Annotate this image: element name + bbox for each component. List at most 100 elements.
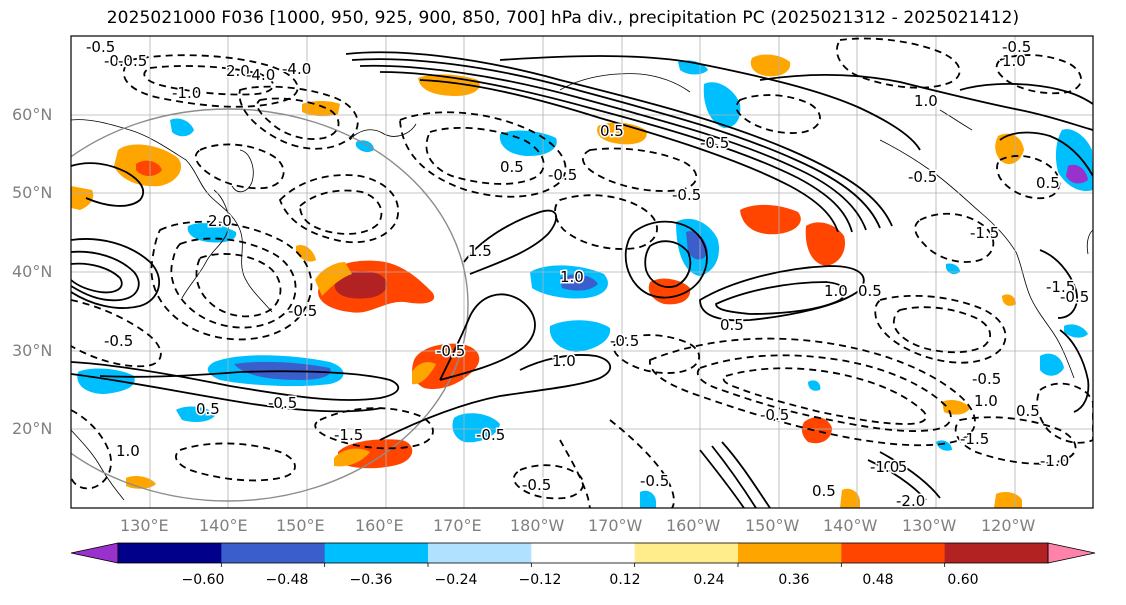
colorbar — [70, 542, 1096, 567]
contour-line — [696, 354, 952, 432]
precip-patch — [1002, 294, 1016, 306]
colorbar-segment — [221, 543, 326, 563]
contour-value-label: 1.0 — [974, 392, 998, 410]
contour-line — [499, 55, 921, 151]
lon-label-180w: 180°W — [510, 516, 565, 535]
colorbar-tick-label: 0.60 — [947, 572, 979, 588]
contour-line — [711, 445, 757, 508]
contour-line — [649, 337, 976, 447]
colorbar-frame — [117, 542, 1049, 564]
contour-value-label: 1.0 — [552, 352, 576, 370]
contour-value-label: -0.5 — [972, 370, 1001, 388]
lon-label-130w: 130°W — [902, 516, 957, 535]
precip-patch — [549, 320, 611, 352]
contour-line — [722, 367, 927, 425]
contour-line — [612, 334, 701, 374]
reference-circle — [71, 108, 469, 502]
contour-line — [150, 220, 313, 341]
contour-value-label: 0.5 — [500, 158, 524, 176]
lon-label-130e: 130°E — [120, 516, 169, 535]
precip-patch — [946, 263, 960, 275]
contour-line — [1039, 249, 1078, 319]
precip-patch — [315, 262, 352, 296]
contour-line — [759, 74, 1093, 131]
contour-line — [379, 71, 853, 233]
contour-value-label: -1.0 — [172, 84, 201, 102]
contour-value-label: 1.0 — [116, 442, 140, 460]
contour-line — [71, 262, 123, 294]
contour-line — [71, 299, 162, 368]
contour-line — [1036, 382, 1093, 444]
precip-patch — [412, 343, 480, 390]
contour-value-label: -0.5 — [1060, 288, 1089, 306]
precip-patch — [77, 368, 135, 394]
precip-patch — [936, 440, 952, 451]
contour-value-label: -0.5 — [436, 342, 465, 360]
contour-value-label: -0.5 — [522, 476, 551, 494]
precip-patch — [334, 448, 370, 467]
precip-patch — [750, 54, 791, 77]
lat-label-40n: 40°N — [12, 262, 53, 281]
contour-value-label: 0.5 — [1036, 174, 1060, 192]
lon-label-170e: 170°E — [433, 516, 482, 535]
contour-line — [71, 238, 160, 309]
colorbar-tick-label: −0.48 — [265, 572, 309, 588]
contour-line — [71, 361, 400, 401]
lon-label-150e: 150°E — [276, 516, 325, 535]
contour-value-label: -0.5 — [760, 406, 789, 424]
contour-line — [238, 85, 359, 150]
lon-label-120w: 120°W — [981, 516, 1036, 535]
coastline — [71, 429, 125, 501]
contour-line — [399, 111, 567, 198]
lat-label-20n: 20°N — [12, 419, 53, 438]
contour-line — [314, 407, 434, 450]
contour-value-label: 1.0 — [914, 92, 938, 110]
contour-value-label: -0.5 — [288, 302, 317, 320]
colorbar-tick-label: 0.24 — [693, 572, 725, 588]
contour-line — [463, 209, 557, 275]
colorbar-segment — [531, 543, 636, 563]
precip-patch — [640, 490, 656, 508]
precip-patch — [560, 274, 598, 291]
positive-contours — [71, 51, 1093, 508]
contour-line — [122, 54, 299, 108]
contour-line — [721, 441, 771, 508]
colorbar-tick-label: −0.60 — [181, 572, 225, 588]
contour-line — [999, 131, 1093, 177]
precip-patch — [170, 118, 194, 137]
contour-value-label: -1.5 — [960, 430, 989, 448]
contour-line — [170, 237, 297, 329]
precip-patch — [1066, 164, 1088, 184]
contour-value-label: 0.5 — [812, 482, 836, 500]
contour-value-label: -0.5 — [548, 166, 577, 184]
contour-line — [715, 281, 847, 315]
contour-line — [278, 174, 400, 244]
contour-value-label: -0.5 — [268, 394, 297, 412]
contour-line — [996, 155, 1061, 200]
lon-label-140w: 140°W — [823, 516, 878, 535]
contour-line — [609, 419, 675, 508]
contour-line — [194, 143, 285, 190]
contour-line — [892, 306, 991, 354]
contour-line — [644, 240, 692, 288]
coastline — [1086, 229, 1093, 255]
contour-line — [351, 58, 881, 229]
contour-line — [1059, 329, 1090, 413]
contour-line — [379, 354, 611, 441]
contour-value-label: 2.0 — [226, 62, 250, 80]
contour-line — [513, 464, 585, 500]
contour-line — [699, 449, 745, 508]
colorbar-segment — [634, 543, 739, 563]
contour-value-label: -1.5 — [970, 224, 999, 242]
contour-value-label: 2.0 — [208, 212, 232, 230]
colorbar-segment — [428, 543, 532, 563]
lon-label-140e: 140°E — [199, 516, 248, 535]
contour-line — [439, 293, 536, 381]
contour-value-label: -0.5 — [700, 134, 729, 152]
contour-value-label: -0.5 — [118, 52, 147, 70]
contour-value-label: -1.5 — [1046, 278, 1075, 296]
contour-line — [559, 439, 591, 508]
contour-line — [299, 189, 383, 235]
precip-patch — [840, 488, 860, 508]
